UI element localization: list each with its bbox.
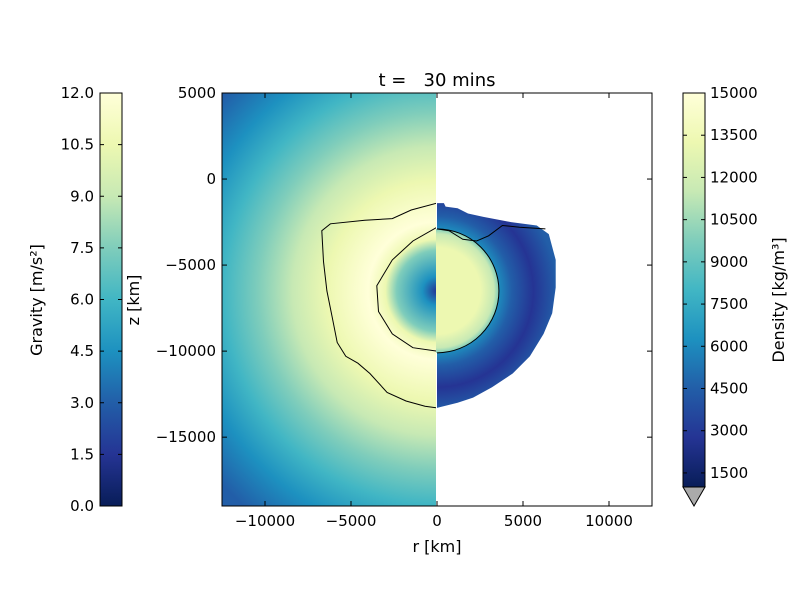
x-axis-label: r [km] [413,537,462,556]
density-colorbar-gradient [682,92,706,488]
y-axis-label: z [km] [124,275,143,326]
density-cb-tick-label: 3000 [710,422,748,440]
density-cb-tick-label: 1500 [710,464,748,482]
gravity-cb-tick-label: 12.0 [61,84,94,102]
density-cb-tick-label: 10500 [710,211,758,229]
y-axis-ticks: 5000 0 −5000 −10000 −15000 [156,84,652,446]
x-axis-ticks: −10000 −5000 0 5000 10000 [235,93,633,530]
density-cb-tick-label: 12000 [710,168,758,186]
x-tick-label: 5000 [504,512,542,530]
gravity-cb-tick-label: 1.5 [70,445,94,463]
gravity-cb-tick-label: 0.0 [70,497,94,515]
x-tick-label: 10000 [585,512,633,530]
density-cb-tick-label: 15000 [710,84,758,102]
density-colorbar-under-triangle [682,486,706,507]
gravity-cb-tick-label: 10.5 [61,136,94,154]
x-tick-label: −10000 [235,512,295,530]
gravity-colorbar-label: Gravity [m/s²] [27,244,46,356]
gravity-colorbar: 12.0 10.5 9.0 7.5 6.0 4.5 3.0 1.5 0.0 Gravity [m… [27,84,123,515]
y-tick-label: 0 [206,170,216,188]
gravity-boundary-contour [321,202,436,409]
chart-title: t = 30 mins [379,70,496,91]
gravity-cb-tick-label: 6.0 [70,291,94,309]
y-tick-label: −5000 [165,256,216,274]
density-cb-tick-label: 7500 [710,295,748,313]
density-colorbar: 15000 13500 12000 10500 9000 7500 6000 4500 3000… [682,84,788,507]
density-cb-tick-label: 4500 [710,380,748,398]
density-core [436,228,499,353]
y-tick-label: −10000 [156,342,216,360]
density-colorbar-ticks: 15000 13500 12000 10500 9000 7500 6000 4500 3000… [683,84,758,482]
density-cb-tick-label: 6000 [710,337,748,355]
y-tick-label: −15000 [156,428,216,446]
gravity-cb-tick-label: 4.5 [70,342,94,360]
gravity-colorbar-ticks: 12.0 10.5 9.0 7.5 6.0 4.5 3.0 1.5 0.0 [61,84,122,515]
density-cb-tick-label: 13500 [710,126,758,144]
plot-area: −10000 −5000 0 5000 10000 50000−5000−10000−1… [156,84,653,530]
density-upper-contour [436,224,546,242]
x-tick-label: −5000 [326,512,377,530]
density-cb-tick-label: 9000 [710,253,748,271]
y-tick-label: 5000 [178,84,216,102]
x-tick-label: 0 [432,512,442,530]
density-core-contour [436,228,500,354]
gravity-cb-tick-label: 7.5 [70,239,94,257]
density-colorbar-label: Density [kg/m³] [769,237,788,362]
gravity-inner-contour [376,227,436,352]
gravity-cb-tick-label: 9.0 [70,187,94,205]
gravity-cb-tick-label: 3.0 [70,394,94,412]
